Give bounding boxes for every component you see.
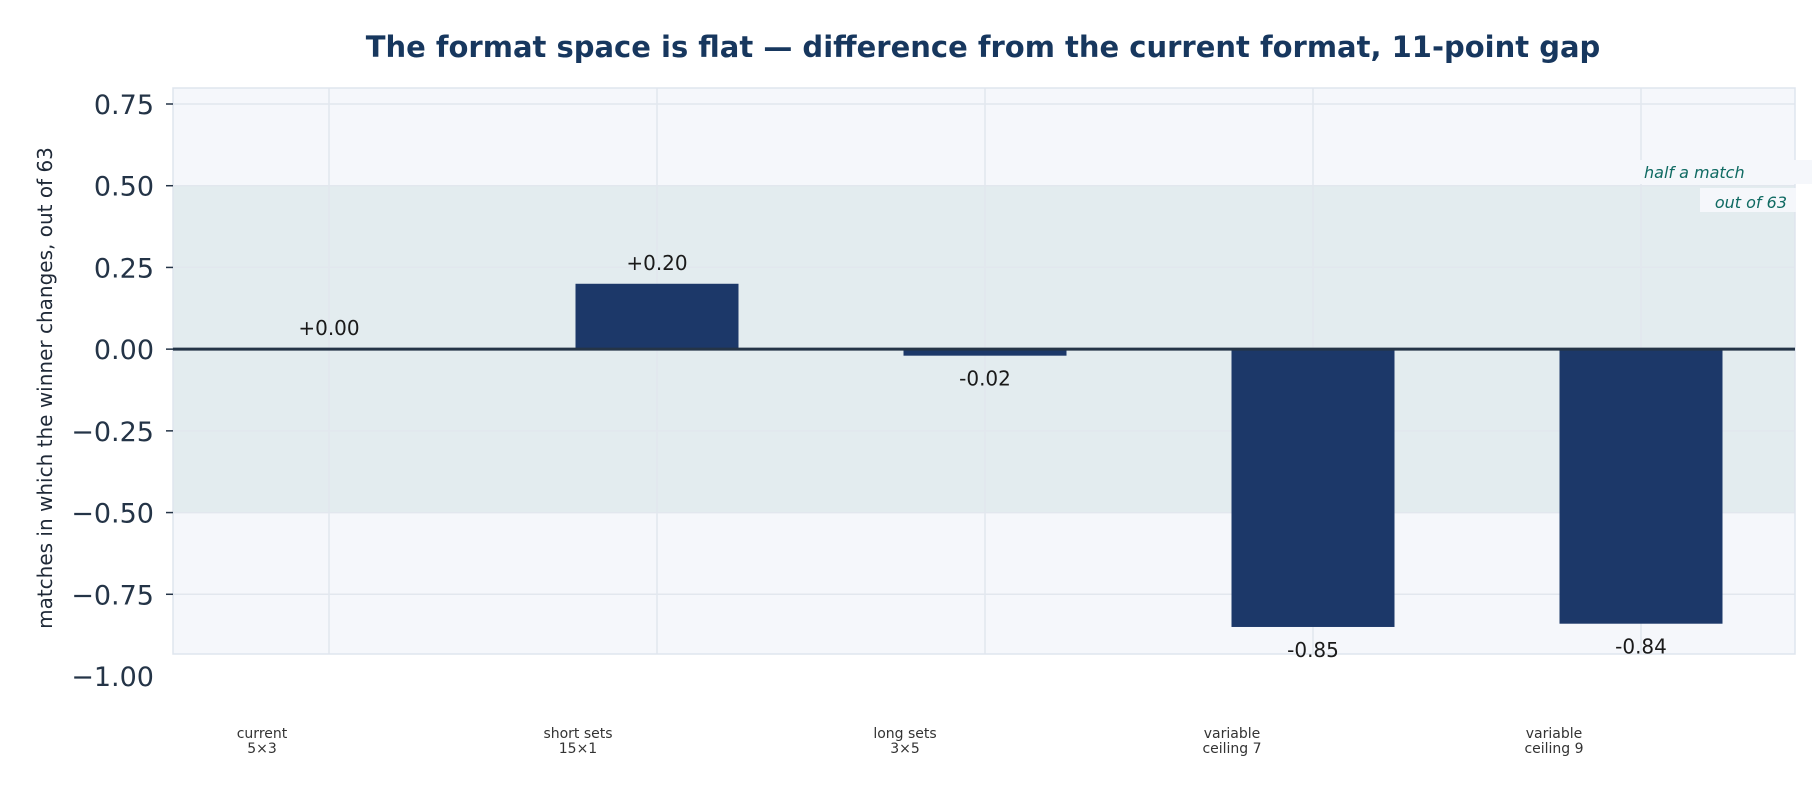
bar — [575, 283, 739, 350]
x-tick-label: current — [237, 726, 288, 742]
band-annotation: half a match — [1644, 163, 1745, 182]
x-tick-label: variable — [1204, 726, 1260, 742]
x-tick-label: 3×5 — [890, 741, 920, 757]
y-tick-label: 0.75 — [94, 90, 154, 121]
annotation-background — [1700, 188, 1796, 212]
y-tick-label: 0.25 — [94, 253, 154, 284]
plot-frame — [172, 87, 1796, 655]
x-tick-label: ceiling 9 — [1524, 741, 1583, 757]
bar — [1559, 349, 1723, 624]
data-label: +0.20 — [626, 251, 687, 275]
x-tick-label: long sets — [873, 726, 936, 742]
y-axis-label: matches in which the winner changes, out… — [33, 147, 57, 629]
x-tick-label: 15×1 — [559, 741, 597, 757]
x-tick-label: ceiling 7 — [1202, 741, 1261, 757]
data-label: -0.84 — [1615, 635, 1667, 659]
x-tick-label: 5×3 — [247, 741, 277, 757]
annotation-background — [1636, 160, 1812, 184]
x-tick-label: short sets — [543, 726, 612, 742]
band-annotation: out of 63 — [1715, 193, 1787, 212]
data-label: -0.85 — [1287, 638, 1339, 662]
bar — [1231, 349, 1395, 627]
data-label: +0.00 — [298, 316, 359, 340]
chart-title: The format space is flat — difference fr… — [366, 30, 1601, 64]
y-tick-label: 0.00 — [94, 335, 154, 366]
plot-area: +0.00 +0.20 -0.02 -0.85 -0.84 0.75 0.50 0.25 0.0… — [71, 87, 1812, 757]
y-tick-label: −1.00 — [71, 662, 154, 693]
x-tick-label: variable — [1526, 726, 1582, 742]
bar — [903, 349, 1067, 356]
y-tick-label: 0.50 — [94, 172, 154, 203]
y-tick-label: −0.50 — [71, 499, 154, 530]
y-tick-label: −0.75 — [71, 580, 154, 611]
y-tick-label: −0.25 — [71, 417, 154, 448]
data-label: -0.02 — [959, 367, 1011, 391]
